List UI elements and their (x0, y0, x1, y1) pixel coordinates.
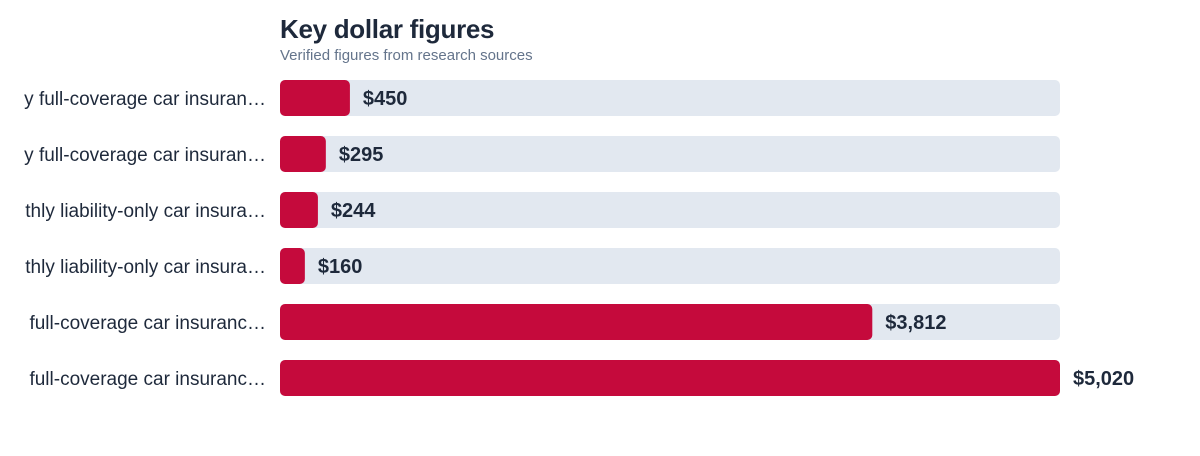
bar (280, 192, 318, 228)
bar-row: y full-coverage car insuran… $295 (24, 136, 1060, 172)
value-label: $295 (339, 144, 384, 166)
bar (280, 304, 873, 340)
bar-row: full-coverage car insuranc… $3,812 (29, 304, 1060, 340)
category-label: full-coverage car insuranc… (29, 313, 266, 334)
bar-track (280, 80, 1060, 116)
bar-row: full-coverage car insuranc… $5,020 (29, 360, 1134, 396)
bar (280, 80, 350, 116)
bar-track (280, 136, 1060, 172)
bar (280, 360, 1060, 396)
value-label: $160 (318, 256, 363, 278)
value-label: $244 (331, 200, 376, 222)
category-label: y full-coverage car insuran… (24, 145, 266, 166)
category-label: full-coverage car insuranc… (29, 369, 266, 390)
bar-row: y full-coverage car insuran… $450 (24, 80, 1060, 116)
bar (280, 248, 305, 284)
chart-subtitle: Verified figures from research sources (280, 47, 533, 64)
bar (280, 136, 326, 172)
value-label: $3,812 (885, 312, 946, 334)
value-label: $450 (363, 88, 408, 110)
category-label: thly liability-only car insura… (25, 257, 266, 278)
chart-title: Key dollar figures (280, 14, 495, 44)
bar-track (280, 248, 1060, 284)
bar-row: thly liability-only car insura… $160 (25, 248, 1060, 284)
value-label: $5,020 (1073, 368, 1134, 390)
bar-track (280, 192, 1060, 228)
bar-row: thly liability-only car insura… $244 (25, 192, 1060, 228)
category-label: y full-coverage car insuran… (24, 89, 266, 110)
category-label: thly liability-only car insura… (25, 201, 266, 222)
